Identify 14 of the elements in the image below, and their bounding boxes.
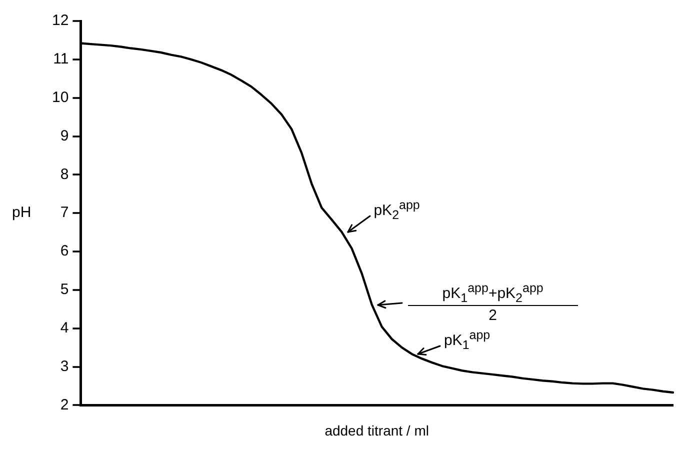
y-tick-label: 10 <box>52 88 69 106</box>
y-tick-label: 9 <box>60 127 69 144</box>
x-axis-title: added titrant / ml <box>324 422 429 438</box>
y-axis-title: pH <box>12 204 32 222</box>
annotation: 2 <box>488 306 498 324</box>
y-tick-label: 11 <box>53 50 69 68</box>
y-tick-label: 4 <box>60 320 69 336</box>
y-tick-label: 2 <box>60 396 69 414</box>
y-tick-label: 3 <box>60 358 69 375</box>
y-tick-label: 6 <box>60 242 69 260</box>
y-tick-label: 5 <box>60 281 69 298</box>
y-tick-label: 8 <box>60 166 69 183</box>
y-tick-label: 7 <box>60 204 69 222</box>
y-tick-label: 12 <box>52 12 69 30</box>
